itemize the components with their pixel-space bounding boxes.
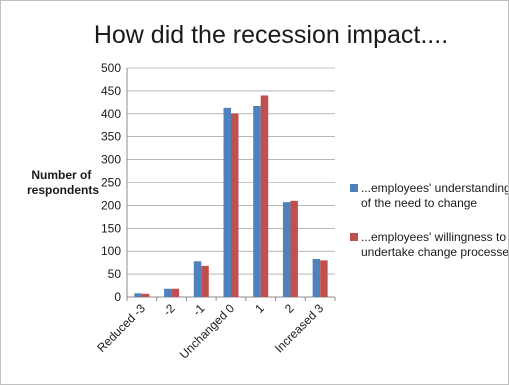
x-tick-label: 2 xyxy=(282,301,297,316)
y-tick-label: 50 xyxy=(108,267,122,281)
x-tick-label: -1 xyxy=(190,301,208,319)
y-axis-label-line-2: respondents xyxy=(27,183,99,197)
bar-series-1 xyxy=(223,107,231,297)
bar-series-1 xyxy=(193,261,202,297)
y-tick-label: 200 xyxy=(101,198,121,212)
bar-series-1 xyxy=(312,258,321,297)
y-tick-label: 500 xyxy=(101,61,121,75)
bar-series-2 xyxy=(201,265,209,297)
legend-label-series-1-line-1: ...employees' understanding xyxy=(361,181,508,195)
bar-series-2 xyxy=(290,200,298,297)
legend-item-series-2: ...employees' willingness to undertake c… xyxy=(350,230,508,259)
y-tick-label: 150 xyxy=(101,221,121,235)
legend-label-series-1-line-2: of the need to change xyxy=(361,196,477,210)
bar-series-1 xyxy=(282,202,291,297)
chart-title: How did the recession impact.... xyxy=(94,21,448,49)
bar-series-2 xyxy=(171,288,180,297)
y-tick-label: 400 xyxy=(101,107,121,121)
x-tick-label: 1 xyxy=(252,301,267,316)
legend-item-series-1: ...employees' understanding of the need … xyxy=(350,181,508,210)
y-axis-label-line-1: Number of xyxy=(31,168,92,182)
x-tick-label: Unchanged 0 xyxy=(177,301,238,362)
x-tick-label: Reduced -3 xyxy=(94,301,148,355)
x-tick-label: Increased 3 xyxy=(272,301,326,355)
y-tick-label: 450 xyxy=(101,84,121,98)
legend-label-series-2-line-2: undertake change processes xyxy=(361,245,508,259)
bar-series-2 xyxy=(260,95,269,297)
y-tick-label: 0 xyxy=(114,290,121,304)
y-axis-label: Number of respondents xyxy=(27,168,99,197)
bar-series-1 xyxy=(253,106,261,297)
bar-series-1 xyxy=(134,293,142,297)
y-tick-label: 250 xyxy=(101,176,121,190)
y-tick-label: 300 xyxy=(101,153,121,167)
bar-series-2 xyxy=(141,293,150,297)
legend-label-series-2-line-1: ...employees' willingness to xyxy=(361,230,506,244)
legend-swatch-series-2 xyxy=(350,233,358,241)
bars xyxy=(134,95,328,297)
bar-series-2 xyxy=(320,260,328,297)
y-tick-label: 100 xyxy=(101,244,121,258)
y-tick-label: 350 xyxy=(101,130,121,144)
legend-swatch-series-1 xyxy=(350,184,358,192)
bar-series-1 xyxy=(164,288,172,297)
y-tick-labels: 0 50 100 150 200 250 300 350 400 450 500 xyxy=(101,61,121,304)
legend-label-series-2: ...employees' willingness to undertake c… xyxy=(361,230,508,259)
legend: ...employees' understanding of the need … xyxy=(350,181,508,259)
bar-series-2 xyxy=(231,113,239,297)
legend-label-series-1: ...employees' understanding of the need … xyxy=(361,181,508,210)
x-tick-label: -2 xyxy=(160,301,178,319)
